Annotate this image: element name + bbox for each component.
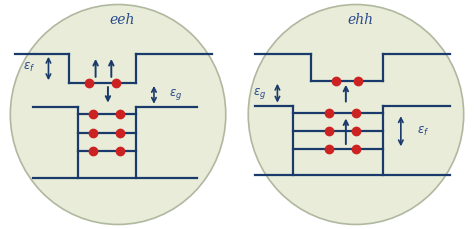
Text: $\varepsilon_g$: $\varepsilon_g$ [253, 86, 266, 101]
Text: $\varepsilon_g$: $\varepsilon_g$ [169, 87, 182, 102]
Text: $\varepsilon_f$: $\varepsilon_f$ [417, 125, 429, 138]
Ellipse shape [248, 5, 464, 224]
Text: ehh: ehh [347, 13, 374, 27]
Text: $\varepsilon_f$: $\varepsilon_f$ [23, 61, 36, 74]
Ellipse shape [10, 5, 226, 224]
Text: eeh: eeh [110, 13, 135, 27]
